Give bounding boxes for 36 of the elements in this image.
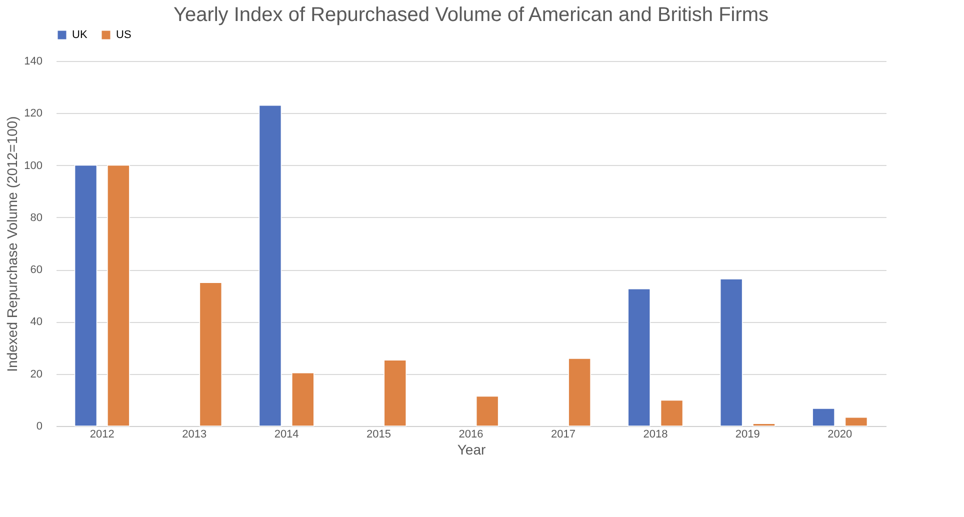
bar	[568, 358, 591, 426]
legend-label: UK	[72, 29, 88, 41]
bar	[74, 164, 98, 426]
bar	[720, 278, 743, 426]
bar	[628, 288, 651, 426]
y-tick-label: 60	[30, 264, 42, 276]
x-tick-label: 2014	[274, 428, 299, 440]
x-tick-label: 2017	[550, 428, 576, 440]
y-tick-label: 40	[30, 316, 42, 328]
y-tick-label: 120	[24, 108, 42, 120]
bar	[199, 282, 222, 426]
bar	[660, 400, 684, 426]
bar	[812, 408, 835, 426]
y-axis-title: Indexed Repurchase Volume (2012=100)	[4, 116, 20, 372]
bar	[476, 396, 499, 426]
legend-label: US	[116, 29, 132, 41]
y-tick-label: 140	[24, 56, 42, 68]
y-tick-label: 100	[24, 160, 42, 172]
x-tick-label: 2020	[828, 428, 852, 440]
bar	[291, 372, 314, 426]
y-tick-label: 0	[36, 420, 42, 432]
x-tick-label: 2016	[458, 428, 484, 440]
chart-title: Yearly Index of Repurchased Volume of American and British Firms	[173, 4, 769, 26]
x-tick-label: 2013	[182, 428, 207, 440]
y-tick-label: 20	[30, 368, 42, 380]
x-axis-title: Year	[457, 442, 486, 458]
bar	[107, 164, 130, 426]
bar	[844, 416, 868, 426]
x-tick-label: 2012	[90, 428, 114, 440]
x-tick-label: 2015	[366, 428, 392, 440]
y-tick-label: 80	[30, 212, 42, 224]
x-tick-label: 2019	[735, 428, 760, 440]
bar	[752, 423, 776, 426]
x-tick-label: 2018	[643, 428, 668, 440]
bar	[384, 360, 407, 426]
bar	[258, 104, 282, 426]
